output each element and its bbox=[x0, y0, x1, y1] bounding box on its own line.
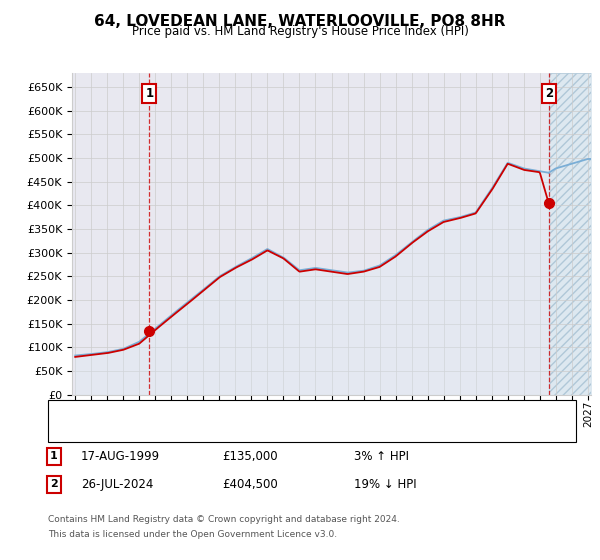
Text: HPI: Average price, detached house, Havant: HPI: Average price, detached house, Hava… bbox=[84, 426, 314, 436]
Text: Price paid vs. HM Land Registry's House Price Index (HPI): Price paid vs. HM Land Registry's House … bbox=[131, 25, 469, 38]
Text: 19% ↓ HPI: 19% ↓ HPI bbox=[354, 478, 416, 491]
Text: 64, LOVEDEAN LANE, WATERLOOVILLE, PO8 8HR: 64, LOVEDEAN LANE, WATERLOOVILLE, PO8 8H… bbox=[94, 14, 506, 29]
Text: 1: 1 bbox=[145, 87, 154, 100]
Text: 1: 1 bbox=[50, 451, 58, 461]
Text: 3% ↑ HPI: 3% ↑ HPI bbox=[354, 450, 409, 463]
Text: This data is licensed under the Open Government Licence v3.0.: This data is licensed under the Open Gov… bbox=[48, 530, 337, 539]
Text: 64, LOVEDEAN LANE, WATERLOOVILLE, PO8 8HR (detached house): 64, LOVEDEAN LANE, WATERLOOVILLE, PO8 8H… bbox=[84, 405, 431, 416]
Text: Contains HM Land Registry data © Crown copyright and database right 2024.: Contains HM Land Registry data © Crown c… bbox=[48, 515, 400, 524]
Text: 2: 2 bbox=[545, 87, 553, 100]
Text: 2: 2 bbox=[50, 479, 58, 489]
Text: 26-JUL-2024: 26-JUL-2024 bbox=[81, 478, 154, 491]
Text: ———: ——— bbox=[57, 424, 94, 438]
Text: £404,500: £404,500 bbox=[222, 478, 278, 491]
Text: ———: ——— bbox=[57, 404, 94, 417]
Text: 17-AUG-1999: 17-AUG-1999 bbox=[81, 450, 160, 463]
Text: £135,000: £135,000 bbox=[222, 450, 278, 463]
